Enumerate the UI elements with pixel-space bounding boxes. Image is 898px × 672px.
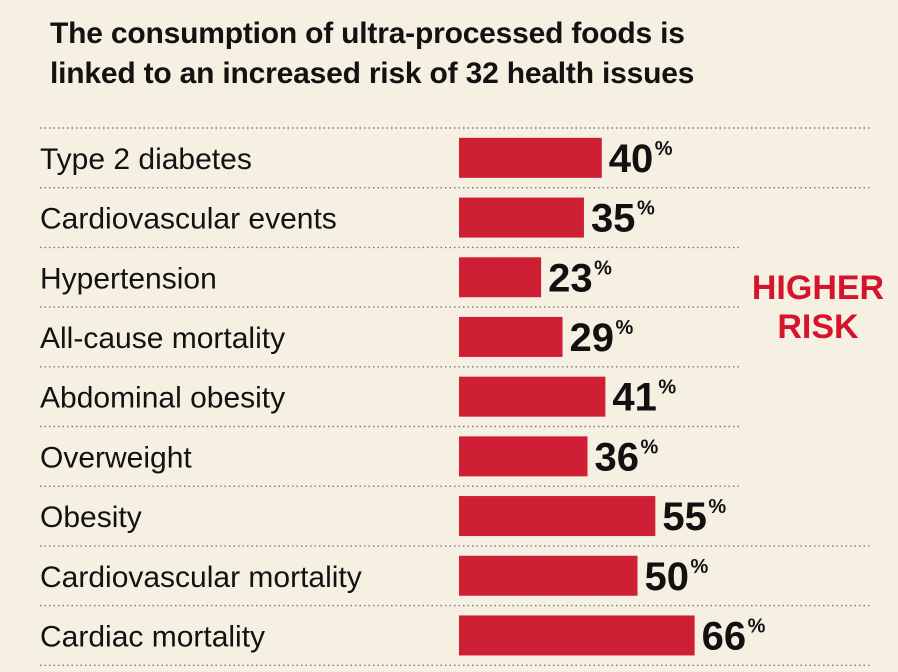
bar-row: Type 2 diabetes 40% (40, 137, 673, 181)
bar (459, 496, 656, 537)
chart-rows: Type 2 diabetes 40 % Cardiovascular events 3… (40, 137, 766, 659)
bar-row: Obesity 55% (40, 495, 726, 539)
category-label: Type 2 diabetes (40, 143, 252, 176)
value-label: 41 (612, 376, 657, 420)
percent-sign: % (708, 496, 726, 518)
percent-sign: % (594, 257, 612, 279)
bar (459, 197, 584, 238)
percent-sign: % (637, 198, 655, 220)
bar (459, 615, 695, 656)
value-label: 55 (662, 495, 707, 539)
bar-row: Overweight 36% (40, 435, 659, 479)
category-label: Obesity (40, 501, 142, 534)
bar-row: Abdominal obesity 41% (40, 376, 676, 420)
category-label: Overweight (40, 441, 192, 474)
bar (459, 555, 638, 596)
category-label: Cardiovascular mortality (40, 561, 362, 594)
category-label: Hypertension (40, 262, 217, 295)
percent-sign: % (748, 615, 766, 637)
bar (459, 257, 542, 298)
bar (459, 137, 602, 178)
bar-row: Cardiac mortality 66% (40, 614, 766, 658)
higher-risk-label-line-2: RISK (777, 308, 859, 346)
bar-row: Cardiovascular events 35% (40, 197, 655, 241)
value-label: 50 (645, 555, 690, 599)
bar (459, 316, 563, 357)
category-label: Abdominal obesity (40, 382, 285, 415)
value-label: 23 (548, 256, 593, 300)
bar-row: All-cause mortality 29% (40, 316, 634, 360)
category-label: Cardiac mortality (40, 620, 265, 653)
value-label: 66 (702, 614, 747, 658)
percent-sign: % (658, 377, 676, 399)
row-dividers (40, 127, 872, 666)
bar (459, 376, 606, 417)
title-line-1: The consumption of ultra-processed foods… (50, 17, 685, 50)
title-line-2: linked to an increased risk of 32 health… (50, 57, 695, 90)
bar-row: Cardiovascular mortality 50% (40, 555, 709, 599)
value-label: 36 (595, 435, 640, 479)
category-label: All-cause mortality (40, 322, 285, 355)
value-label: 35 (591, 197, 636, 241)
value-label: 40 (609, 137, 654, 181)
bar-row: Hypertension 23% (40, 256, 612, 300)
percent-sign: % (655, 138, 673, 160)
percent-sign: % (691, 556, 709, 578)
percent-sign: % (641, 436, 659, 458)
higher-risk-label-line-1: HIGHER (752, 269, 884, 307)
chart-title: The consumption of ultra-processed foods… (50, 14, 850, 94)
category-label: Cardiovascular events (40, 203, 337, 236)
bar (459, 436, 588, 477)
percent-sign: % (616, 317, 634, 339)
value-label: 29 (570, 316, 615, 360)
